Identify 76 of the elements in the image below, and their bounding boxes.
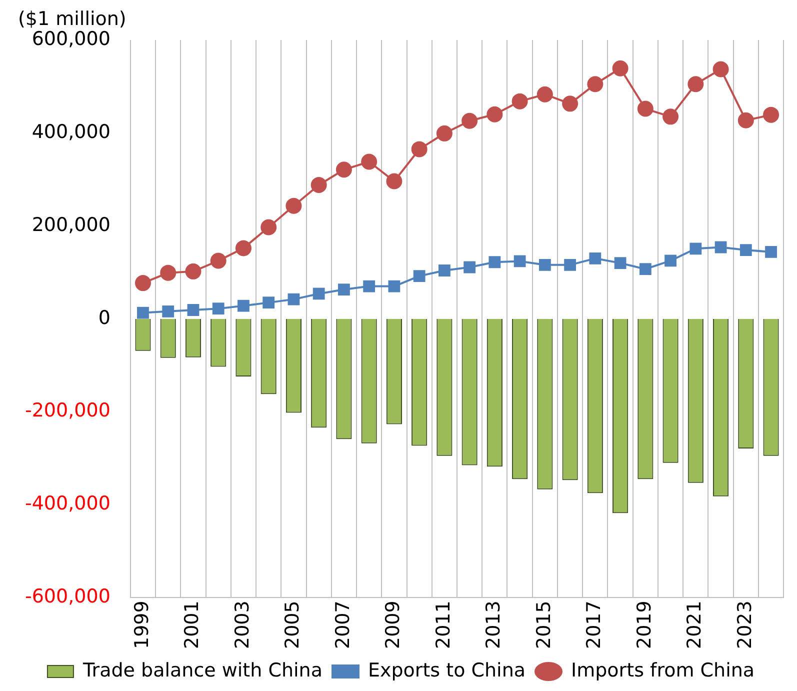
point <box>361 154 378 170</box>
point <box>662 108 679 125</box>
point <box>235 240 252 256</box>
y-tick-label: 600,000 <box>32 28 110 50</box>
point <box>413 270 426 282</box>
point <box>562 96 578 112</box>
point <box>589 252 602 264</box>
point <box>614 257 626 270</box>
x-tick-label: 2023 <box>734 600 756 650</box>
point <box>288 293 300 306</box>
y-axis-title: ($1 million) <box>18 8 126 30</box>
point <box>286 198 302 214</box>
point <box>488 256 501 268</box>
x-tick-label: 2005 <box>282 600 304 650</box>
x-tick-label: 2007 <box>332 600 354 650</box>
point <box>464 261 476 274</box>
point <box>486 106 503 122</box>
x-tick-label: 2021 <box>684 600 706 650</box>
y-tick-label: 200,000 <box>32 214 110 236</box>
point <box>388 280 400 292</box>
point <box>134 275 151 292</box>
point <box>765 246 777 258</box>
point <box>185 263 202 280</box>
point <box>564 258 576 271</box>
point <box>438 264 450 276</box>
x-tick-label: 2019 <box>633 600 656 650</box>
point <box>738 112 754 128</box>
point <box>411 141 428 158</box>
point <box>436 125 452 142</box>
point <box>312 288 325 300</box>
point <box>338 284 350 296</box>
point <box>160 264 176 281</box>
point <box>238 300 250 312</box>
point <box>262 296 275 309</box>
point <box>587 76 604 92</box>
point <box>712 61 729 78</box>
y-tick-label: -600,000 <box>24 586 110 608</box>
x-tick-label: 2011 <box>432 600 454 650</box>
point <box>187 304 200 316</box>
point <box>386 173 402 190</box>
point <box>363 280 376 292</box>
y-tick-label: 400,000 <box>32 120 110 143</box>
point <box>137 306 149 319</box>
point <box>336 162 352 178</box>
point <box>612 60 628 76</box>
point <box>639 263 652 276</box>
point <box>212 302 224 315</box>
y-tick-label: -200,000 <box>24 400 110 422</box>
point <box>536 86 553 102</box>
x-tick-label: 2003 <box>231 600 254 650</box>
x-tick-label: 1999 <box>130 600 153 650</box>
point <box>162 305 174 318</box>
point <box>514 255 526 268</box>
legend-label: Exports to China <box>368 659 526 682</box>
point <box>664 254 676 267</box>
point <box>260 219 277 236</box>
point <box>210 252 226 269</box>
x-tick-label: 2009 <box>382 600 404 650</box>
x-tick-label: 2013 <box>482 600 505 650</box>
x-tick-label: 2001 <box>181 600 204 650</box>
point <box>740 244 752 256</box>
point <box>512 93 528 110</box>
legend-label: Imports from China <box>571 659 755 682</box>
point <box>538 258 551 271</box>
point <box>690 242 702 255</box>
point <box>714 241 727 254</box>
point <box>637 100 654 117</box>
point <box>763 106 780 123</box>
point <box>462 112 478 129</box>
point <box>310 176 327 193</box>
y-tick-label: 0 <box>98 306 110 329</box>
point <box>688 76 704 92</box>
y-tick-label: -400,000 <box>24 492 110 515</box>
legend-label: Trade balance with China <box>82 659 322 682</box>
x-tick-label: 2015 <box>532 600 555 650</box>
x-tick-label: 2017 <box>583 600 606 650</box>
